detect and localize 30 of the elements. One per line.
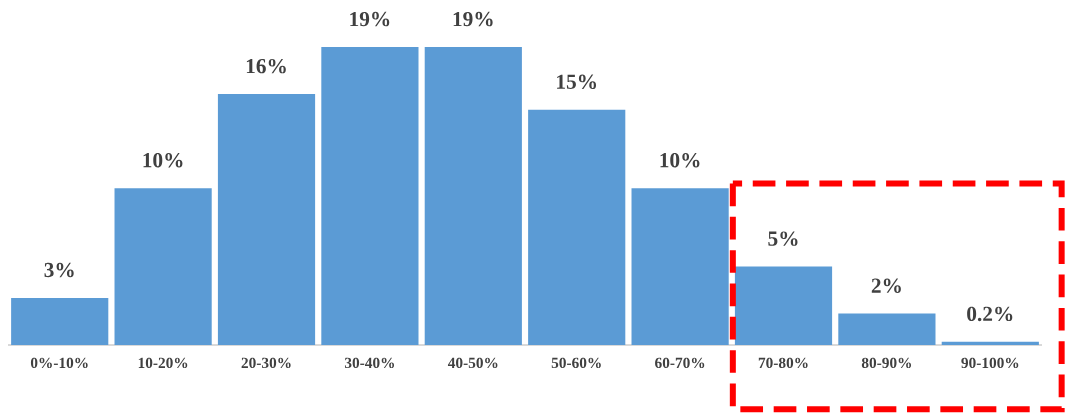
bar (217, 94, 316, 345)
data-label: 10% (143, 153, 183, 168)
data-label: 5% (768, 231, 798, 246)
bar (11, 297, 109, 345)
x-tick-label: 30-40% (344, 357, 395, 369)
data-label: 16% (246, 58, 286, 74)
x-tick-label: 80-90% (861, 357, 912, 369)
x-tick-label: 20-30% (241, 357, 291, 369)
bar (528, 109, 626, 345)
bar (941, 341, 1039, 345)
data-label: 19% (350, 11, 390, 27)
bar (734, 266, 833, 345)
data-label: 0.2% (967, 306, 1013, 322)
data-label: 3% (44, 262, 74, 278)
bar (321, 47, 419, 345)
x-tick-label: 10-20% (138, 357, 188, 369)
bar (631, 188, 729, 345)
bar (838, 313, 936, 345)
bar (114, 188, 212, 345)
x-tick-label: 90-100% (961, 357, 1019, 369)
x-tick-label: 0%-10% (30, 357, 88, 369)
data-label: 10% (660, 153, 700, 168)
data-label: 15% (557, 74, 597, 90)
x-tick-label: 40-50% (447, 357, 498, 369)
x-tick-label: 70-80% (758, 357, 808, 369)
data-label: 2% (871, 278, 901, 293)
x-tick-label: 60-70% (655, 357, 705, 369)
data-label: 19% (453, 11, 493, 27)
bar (424, 47, 522, 345)
x-tick-label: 50-60% (551, 357, 601, 369)
